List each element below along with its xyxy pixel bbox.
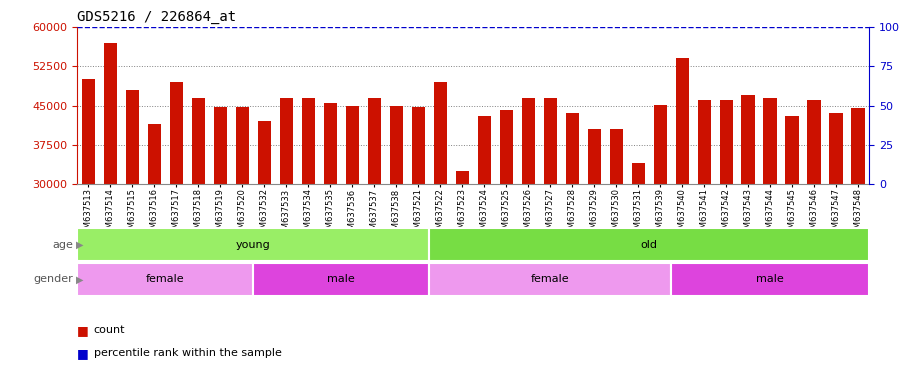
Bar: [253, 263, 430, 296]
Bar: [675, 58, 689, 342]
Text: percentile rank within the sample: percentile rank within the sample: [94, 348, 281, 358]
Bar: [430, 228, 869, 261]
Bar: [77, 263, 253, 296]
Text: GDS5216 / 226864_at: GDS5216 / 226864_at: [77, 10, 237, 25]
Bar: [389, 106, 403, 342]
Bar: [346, 106, 359, 342]
Bar: [433, 82, 447, 342]
Bar: [411, 107, 425, 342]
Bar: [478, 116, 490, 342]
Bar: [104, 43, 116, 342]
Bar: [279, 98, 293, 342]
Bar: [126, 90, 139, 342]
Bar: [82, 79, 95, 342]
Bar: [807, 100, 821, 342]
Bar: [169, 82, 183, 342]
Bar: [236, 107, 248, 342]
Bar: [147, 124, 161, 342]
Text: age: age: [52, 240, 73, 250]
Text: female: female: [531, 274, 570, 285]
Bar: [742, 95, 754, 342]
Bar: [632, 163, 644, 342]
Bar: [565, 114, 579, 342]
Bar: [720, 100, 733, 342]
Bar: [785, 116, 799, 342]
Bar: [77, 228, 430, 261]
Bar: [500, 110, 512, 342]
Bar: [610, 129, 622, 342]
Bar: [852, 108, 864, 342]
Bar: [368, 98, 380, 342]
Bar: [324, 103, 337, 342]
Bar: [192, 98, 205, 342]
Text: male: male: [328, 274, 355, 285]
Bar: [763, 98, 776, 342]
Text: ■: ■: [77, 347, 89, 360]
Text: ■: ■: [77, 324, 89, 337]
Bar: [214, 107, 227, 342]
Text: ▶: ▶: [76, 240, 83, 250]
Text: old: old: [641, 240, 658, 250]
Bar: [653, 104, 667, 342]
Bar: [456, 171, 469, 342]
Text: gender: gender: [33, 274, 73, 285]
Bar: [521, 98, 535, 342]
Text: female: female: [146, 274, 185, 285]
Bar: [588, 129, 601, 342]
Bar: [697, 100, 711, 342]
Bar: [258, 121, 271, 342]
Text: male: male: [756, 274, 784, 285]
Bar: [543, 98, 557, 342]
Text: young: young: [236, 240, 270, 250]
Bar: [430, 263, 672, 296]
Text: count: count: [94, 325, 126, 335]
Text: ▶: ▶: [76, 274, 83, 285]
Bar: [671, 263, 869, 296]
Bar: [301, 98, 315, 342]
Bar: [829, 114, 843, 342]
